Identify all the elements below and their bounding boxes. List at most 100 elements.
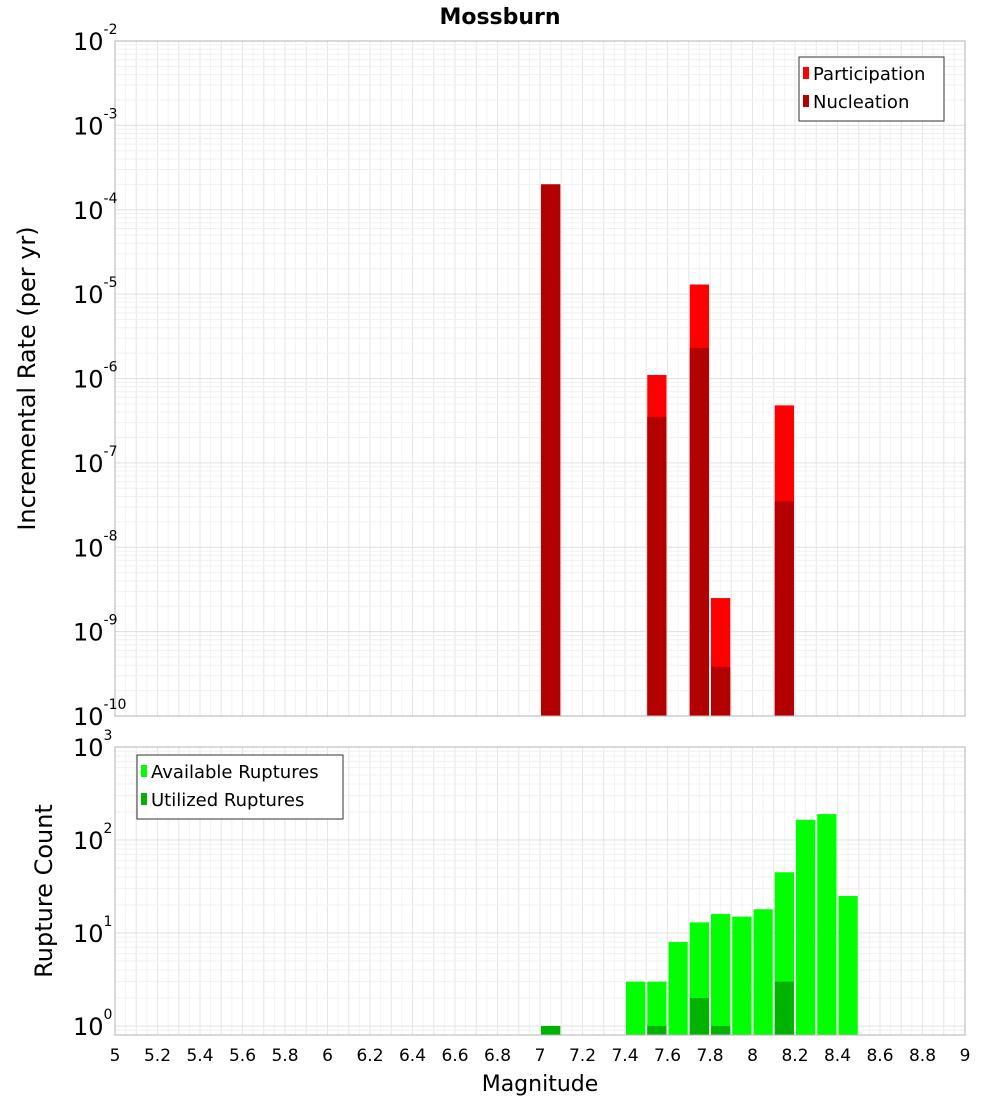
bottom-y-axis-label: Rupture Count [30,804,58,978]
y-tick-label-bot-2: 102 [73,821,112,855]
y-tick-exponent: -9 [104,613,118,629]
y-tick-base: 10 [73,703,104,731]
x-tick-labels: 5 5.2 5.4 5.6 5.8 6 6.2 6.4 6.6 6.8 7 7.2 7.4 7.6 7.8 8… [110,1046,971,1066]
x-tick-label-7: 6.4 [399,1046,426,1066]
y-tick-base: 10 [73,28,104,56]
y-tick-base: 10 [73,534,104,562]
x-tick-label-16: 8.2 [781,1046,808,1066]
legend-swatch-1 [141,793,147,805]
y-tick-exponent: 0 [104,1007,113,1023]
y-tick-label-bot-0: 100 [73,1007,112,1041]
bar-bot-series0-9 [796,819,816,1035]
top-plot-frame [114,40,966,717]
x-tick-label-10: 7 [535,1046,546,1066]
legend-box [798,56,945,122]
y-tick-base: 10 [73,450,104,478]
y-tick-exponent: -7 [104,444,118,460]
legend-swatch-1 [803,95,809,107]
x-tick-label-20: 9 [960,1046,971,1066]
bottom-plot-frame [114,746,966,1036]
x-tick-label-13: 7.6 [654,1046,681,1066]
y-tick-label-bot-3: 103 [73,728,112,762]
legend-label-1: Nucleation [813,92,909,113]
bar-top-series1-0 [541,184,561,717]
y-tick-label-top-1: 10-9 [73,613,118,647]
bar-bot-series1-4 [774,981,794,1035]
y-tick-exponent: -3 [104,106,118,122]
y-tick-exponent: -2 [104,22,118,38]
y-tick-base: 10 [73,920,104,948]
x-tick-label-17: 8.4 [824,1046,851,1066]
bar-bot-series0-3 [668,942,688,1035]
x-tick-label-14: 7.8 [696,1046,723,1066]
y-tick-exponent: 1 [104,914,113,930]
legend-swatch-0 [141,765,147,777]
x-tick-label-3: 5.6 [229,1046,256,1066]
y-tick-label-top-3: 10-7 [73,444,118,478]
x-tick-label-8: 6.6 [441,1046,468,1066]
x-tick-label-12: 7.4 [611,1046,638,1066]
top-legend: Participation Nucleation [798,56,945,122]
y-tick-exponent: 2 [104,821,113,837]
y-tick-exponent: -6 [104,360,118,376]
bar-bot-series0-7 [753,909,773,1035]
x-tick-label-9: 6.8 [484,1046,511,1066]
bar-bot-series1-1 [647,1025,667,1035]
x-tick-label-0: 5 [110,1046,121,1066]
x-axis-label: Magnitude [482,1072,599,1097]
y-tick-base: 10 [73,1013,104,1041]
y-tick-label-top-2: 10-8 [73,528,118,562]
bar-bot-series0-6 [732,916,752,1035]
y-tick-exponent: -8 [104,528,118,544]
bar-bot-series1-0 [541,1025,561,1035]
legend-label-0: Available Ruptures [151,762,319,783]
chart-title: Mossburn [439,5,560,30]
x-tick-label-5: 6 [322,1046,333,1066]
x-tick-label-2: 5.4 [186,1046,213,1066]
bar-top-series1-3 [711,667,731,716]
bar-bot-series0-5 [711,914,731,1035]
bar-bot-series1-2 [689,997,709,1035]
y-tick-base: 10 [73,734,104,762]
bar-bot-series0-11 [838,895,858,1035]
y-tick-exponent: -10 [104,697,127,713]
y-tick-label-bot-1: 101 [73,914,112,948]
y-tick-label-top-6: 10-4 [73,191,118,225]
y-tick-base: 10 [73,112,104,140]
x-tick-label-18: 8.6 [866,1046,893,1066]
top-grid [114,40,966,717]
y-tick-base: 10 [73,619,104,647]
y-tick-base: 10 [73,366,104,394]
legend-box [136,754,344,820]
bar-bot-series1-3 [711,1025,731,1035]
legend-label-1: Utilized Ruptures [151,790,304,811]
y-tick-label-top-4: 10-6 [73,360,118,394]
bottom-bars [541,814,858,1035]
y-tick-exponent: 3 [104,728,113,744]
x-tick-label-19: 8.8 [909,1046,936,1066]
x-tick-label-6: 6.2 [356,1046,383,1066]
y-tick-label-top-7: 10-3 [73,106,118,140]
y-tick-label-top-8: 10-2 [73,22,118,56]
y-tick-exponent: -4 [104,191,118,207]
y-tick-base: 10 [73,197,104,225]
y-tick-exponent: -5 [104,275,118,291]
bar-bot-series0-2 [647,981,667,1035]
bar-top-series1-1 [647,416,667,716]
y-tick-label-top-5: 10-5 [73,275,118,309]
top-y-axis-label: Incremental Rate (per yr) [13,226,41,530]
x-tick-label-15: 8 [747,1046,758,1066]
x-tick-label-4: 5.8 [271,1046,298,1066]
y-tick-base: 10 [73,827,104,855]
legend-swatch-0 [803,67,809,79]
y-tick-base: 10 [73,281,104,309]
bottom-legend: Available Ruptures Utilized Ruptures [136,754,344,820]
top-bars [541,184,794,717]
bar-top-series1-2 [689,347,709,716]
bar-top-series1-4 [774,501,794,716]
